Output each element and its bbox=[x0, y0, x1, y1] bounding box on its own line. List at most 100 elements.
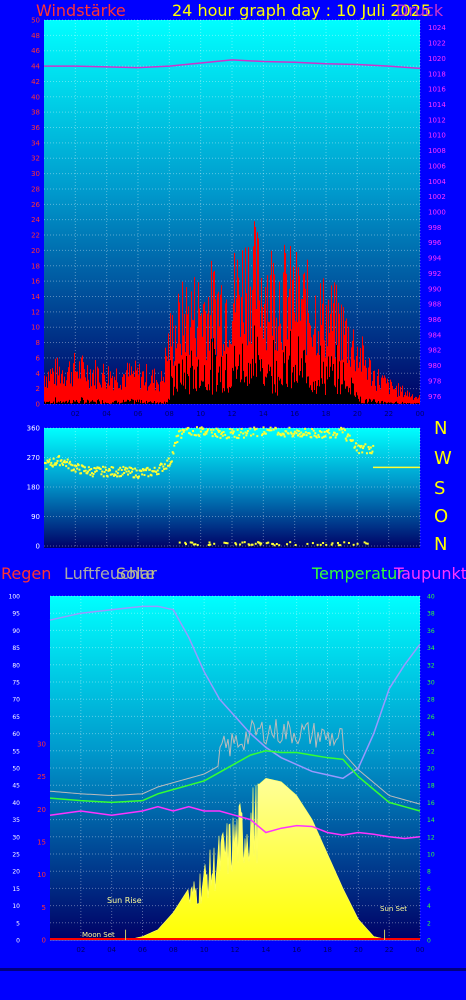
direction-point bbox=[242, 432, 245, 435]
direction-point bbox=[118, 475, 121, 478]
pressure-y-tick: 1020 bbox=[428, 55, 446, 63]
direction-point bbox=[240, 427, 243, 430]
temperature-y-tick: 40 bbox=[427, 594, 435, 601]
direction-point bbox=[262, 426, 265, 429]
direction-point bbox=[198, 435, 201, 438]
sunset-annotation: Sun Set bbox=[380, 905, 408, 913]
direction-point bbox=[366, 542, 369, 545]
direction-point bbox=[293, 432, 296, 435]
direction-point bbox=[189, 541, 192, 544]
direction-point bbox=[243, 541, 246, 544]
page-title: 24 hour graph day : 10 Juli 2025 bbox=[172, 1, 432, 20]
direction-point bbox=[65, 465, 68, 468]
wind-y-tick: 2 bbox=[36, 385, 40, 393]
direction-point bbox=[259, 543, 262, 546]
direction-point bbox=[196, 543, 199, 546]
direction-point bbox=[322, 435, 325, 438]
direction-point bbox=[45, 467, 48, 470]
climate-x-tick: 20 bbox=[354, 946, 363, 954]
direction-point bbox=[148, 468, 151, 471]
direction-point bbox=[219, 436, 222, 439]
wind-y-tick: 10 bbox=[31, 324, 40, 332]
direction-point bbox=[155, 470, 158, 473]
direction-point bbox=[371, 450, 374, 453]
rain-y-tick: 10 bbox=[37, 871, 46, 879]
direction-point bbox=[320, 431, 323, 434]
wind-y-tick: 36 bbox=[31, 124, 40, 132]
direction-point bbox=[177, 430, 180, 433]
humidity-y-tick: 50 bbox=[12, 766, 20, 773]
temperature-line bbox=[49, 750, 421, 812]
direction-point bbox=[138, 475, 140, 478]
direction-point bbox=[58, 455, 61, 458]
direction-point bbox=[330, 543, 333, 546]
direction-point bbox=[177, 434, 180, 437]
direction-point bbox=[107, 469, 110, 472]
direction-plot-area bbox=[44, 428, 420, 548]
direction-point bbox=[365, 542, 368, 545]
wind-y-tick: 40 bbox=[31, 93, 40, 101]
direction-y-tick: 270 bbox=[27, 454, 40, 462]
pressure-y-tick: 1008 bbox=[428, 147, 446, 155]
direction-point bbox=[94, 470, 97, 473]
direction-point bbox=[332, 433, 335, 436]
direction-point bbox=[221, 431, 224, 434]
direction-point bbox=[197, 433, 200, 436]
direction-point bbox=[130, 466, 133, 469]
moonset-annotation: Moon Set bbox=[82, 931, 115, 939]
direction-point bbox=[141, 468, 144, 471]
direction-point bbox=[74, 470, 77, 473]
direction-point bbox=[199, 427, 202, 430]
direction-point bbox=[76, 467, 79, 470]
direction-point bbox=[141, 473, 144, 476]
direction-point bbox=[239, 543, 242, 546]
direction-point bbox=[341, 431, 344, 434]
direction-point bbox=[348, 434, 351, 437]
wind-x-tick: 02 bbox=[71, 410, 80, 418]
direction-point bbox=[192, 543, 195, 546]
direction-point bbox=[264, 432, 267, 435]
climate-x-tick: 04 bbox=[107, 946, 116, 954]
direction-point bbox=[188, 432, 191, 435]
wind-x-tick: 16 bbox=[290, 410, 299, 418]
direction-point bbox=[344, 437, 347, 440]
direction-point bbox=[362, 447, 365, 450]
direction-point bbox=[127, 473, 130, 476]
direction-point bbox=[53, 463, 56, 466]
pressure-y-tick: 984 bbox=[428, 331, 442, 339]
direction-point bbox=[47, 460, 50, 463]
direction-point bbox=[283, 435, 286, 438]
direction-point bbox=[268, 429, 271, 432]
direction-point bbox=[87, 466, 90, 469]
direction-point bbox=[216, 435, 219, 438]
temperature-y-tick: 22 bbox=[427, 748, 435, 755]
direction-point bbox=[66, 458, 69, 461]
humidity-y-tick: 70 bbox=[12, 697, 20, 704]
direction-point bbox=[160, 463, 163, 466]
direction-point bbox=[326, 430, 329, 433]
direction-point bbox=[241, 541, 244, 544]
direction-point bbox=[100, 473, 103, 476]
pressure-y-tick: 978 bbox=[428, 377, 441, 385]
direction-point bbox=[329, 436, 332, 439]
direction-point bbox=[231, 428, 234, 431]
direction-point bbox=[104, 466, 107, 469]
direction-point bbox=[206, 428, 209, 431]
pressure-y-tick: 1010 bbox=[428, 132, 446, 140]
direction-point bbox=[48, 458, 51, 461]
direction-point bbox=[217, 429, 220, 432]
direction-point bbox=[344, 429, 347, 432]
direction-point bbox=[69, 460, 72, 463]
climate-x-tick: 16 bbox=[292, 946, 301, 954]
wind-y-tick: 24 bbox=[31, 216, 40, 224]
pressure-y-tick: 1012 bbox=[428, 116, 446, 124]
climate-x-tick: 10 bbox=[200, 946, 209, 954]
direction-point bbox=[347, 541, 350, 544]
direction-point bbox=[131, 468, 134, 471]
temperature-y-tick: 26 bbox=[427, 714, 435, 721]
direction-point bbox=[311, 542, 314, 545]
direction-point bbox=[321, 436, 324, 439]
pressure-y-tick: 990 bbox=[428, 285, 441, 293]
direction-point bbox=[193, 434, 196, 437]
direction-point bbox=[242, 436, 245, 439]
